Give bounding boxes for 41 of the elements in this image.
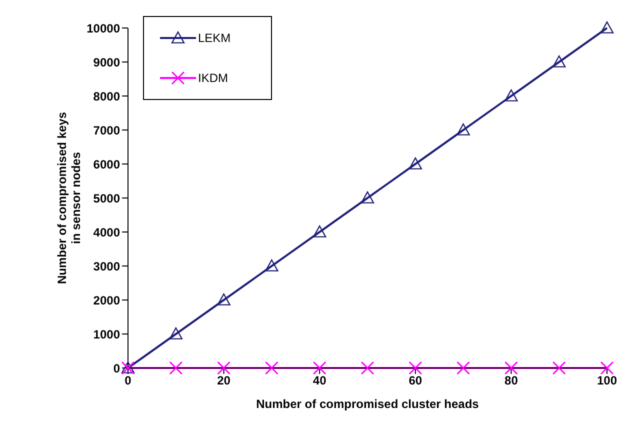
point	[217, 293, 230, 306]
y-tick-label: 4000	[93, 225, 120, 240]
point	[456, 123, 470, 136]
x-tick-label: 0	[124, 374, 132, 388]
y-tick-label: 0	[113, 361, 120, 376]
y-tick-label: 7000	[93, 123, 120, 138]
point	[313, 225, 326, 238]
y-tick-label: 3000	[93, 259, 120, 274]
y-tick-label: 6000	[93, 157, 120, 172]
x-axis-title: Number of compromised cluster heads	[256, 397, 480, 411]
point	[360, 361, 374, 375]
y-tick-label: 8000	[93, 89, 120, 104]
point	[312, 361, 326, 375]
point	[456, 361, 470, 375]
point	[408, 361, 422, 375]
x-tick-label: 40	[312, 374, 327, 388]
point	[264, 361, 278, 375]
point	[504, 89, 518, 102]
y-axis-title: Number of compromised keys in sensor nodes	[55, 112, 83, 284]
point	[600, 21, 614, 34]
point	[408, 157, 422, 170]
x-tick-label: 100	[596, 374, 618, 388]
x-tick-label: 20	[217, 374, 231, 388]
y-tick-label: 9000	[93, 55, 120, 70]
legend-label: LEKM	[198, 31, 231, 45]
point	[600, 361, 614, 375]
x-tick-label: 60	[408, 374, 422, 388]
point	[552, 55, 566, 68]
point	[169, 327, 182, 340]
point	[217, 361, 231, 375]
point	[169, 361, 183, 375]
y-tick-label: 2000	[93, 293, 120, 308]
y-tick-label: 10000	[86, 21, 120, 36]
y-tick-label: 5000	[93, 191, 120, 206]
legend-label: IKDM	[198, 71, 228, 85]
y-tick-label: 1000	[93, 327, 120, 342]
point	[265, 259, 278, 272]
point	[360, 191, 374, 204]
x-tick-label: 80	[504, 374, 518, 388]
point	[504, 361, 518, 375]
point	[552, 361, 566, 375]
